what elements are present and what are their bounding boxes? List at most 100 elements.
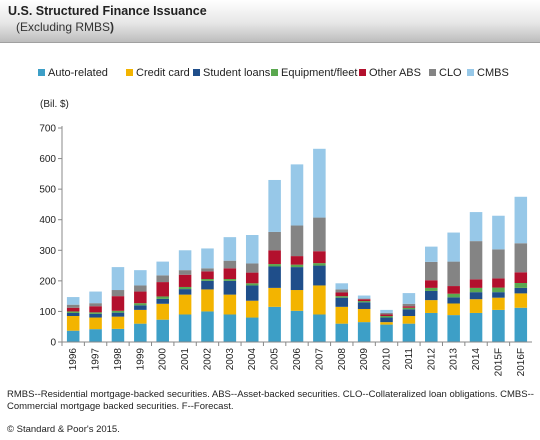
bar-segment: [380, 324, 393, 342]
bar-segment: [223, 279, 237, 281]
bar-segment: [447, 286, 460, 294]
bar-segment: [156, 303, 169, 320]
bar-segment: [201, 268, 214, 272]
bar-segment: [357, 308, 371, 323]
bar-segment: [514, 196, 528, 244]
bar-segment: [380, 314, 393, 317]
bar-segment: [425, 290, 438, 301]
bar-segment: [201, 271, 214, 280]
bar-segment: [402, 316, 416, 324]
bar-segment: [492, 287, 505, 293]
bar-segment: [178, 314, 192, 342]
bar-segment: [357, 302, 371, 309]
x-tick-label: 2010: [382, 348, 393, 371]
x-tick-label: 1998: [113, 348, 124, 371]
bar-segment: [447, 232, 460, 262]
bar-segment: [223, 294, 237, 315]
bar-segment: [201, 311, 214, 342]
x-tick-label: 2009: [359, 348, 370, 371]
bar-segment: [469, 299, 483, 313]
y-tick-label: 200: [39, 276, 56, 287]
bar-segment: [469, 241, 483, 280]
y-tick-label: 600: [39, 154, 56, 165]
bar-segment: [380, 322, 393, 325]
bar-segment: [111, 267, 125, 291]
bar-segment: [447, 297, 460, 304]
x-axis: 1996 1997 1998 1999 2000 2001 2002 2003 2004 2005…: [61, 341, 532, 376]
y-tick-label: 400: [39, 215, 56, 226]
bar-segment: [290, 264, 304, 268]
bar-segment: [156, 319, 169, 342]
x-tick-label: 1996: [68, 348, 79, 371]
bar-segment: [245, 300, 259, 318]
legend-label: Student loans: [203, 67, 271, 79]
bar-segment: [134, 303, 147, 306]
bar-segment: [514, 307, 528, 342]
bar-segment: [380, 312, 393, 315]
bar-segment: [313, 148, 326, 218]
copyright: © Standard & Poor's 2015.: [7, 424, 120, 435]
bar-segment: [335, 292, 349, 297]
bar-segment: [357, 295, 371, 299]
bar-segment: [357, 298, 371, 300]
legend-swatch: [126, 69, 133, 76]
bar-segment: [178, 294, 192, 315]
legend-swatch: [467, 69, 474, 76]
bar-segment: [313, 217, 326, 252]
bar-segment: [402, 323, 416, 342]
bar-segment: [156, 296, 169, 299]
x-tick-label: 2002: [202, 348, 213, 371]
bar-segment: [514, 243, 528, 273]
bar-segment: [89, 317, 102, 330]
bar-segment: [178, 289, 192, 295]
bar-segment: [66, 297, 80, 305]
bar-segment: [425, 280, 438, 288]
legend-swatch: [271, 69, 278, 76]
bar-segment: [447, 303, 460, 316]
y-axis: 0 100 200 300 400 500 600 700: [39, 124, 63, 349]
legend-swatch: [429, 69, 436, 76]
y-tick-label: 0: [50, 338, 56, 349]
bar-segment: [492, 278, 505, 288]
x-tick-label: 2005: [270, 348, 281, 371]
y-tick-label: 300: [39, 246, 56, 257]
legend-swatch: [193, 69, 200, 76]
bar-segment: [268, 306, 281, 342]
y-tick-label: 100: [39, 307, 56, 318]
bar-segment: [66, 307, 80, 312]
bar-segment: [178, 274, 192, 287]
bar-segment: [514, 282, 528, 288]
bar-segment: [469, 312, 483, 342]
x-tick-label: 2012: [426, 348, 437, 371]
bar-segment: [66, 304, 80, 308]
legend-label: Credit card: [136, 67, 190, 79]
bar-segment: [111, 312, 125, 317]
bar-segment: [223, 260, 237, 269]
bar-segment: [66, 312, 80, 317]
bar-segment: [335, 289, 349, 293]
x-tick-label: 2014: [471, 348, 482, 371]
x-tick-label: 2007: [314, 348, 325, 371]
bar-segment: [245, 283, 259, 286]
bar-segment: [514, 272, 528, 283]
bar-segment: [89, 291, 102, 304]
bar-segment: [134, 270, 147, 286]
bar-segment: [66, 316, 80, 331]
bar-segment: [223, 280, 237, 295]
stacked-bar-chart: Auto-related Credit card Student loans Equi…: [38, 67, 532, 376]
bar-segment: [89, 303, 102, 307]
bar-segment: [313, 314, 326, 342]
legend-label: CMBS: [477, 67, 509, 79]
x-tick-label: 2016F: [516, 348, 527, 376]
x-tick-label: 2001: [180, 348, 191, 371]
bar-segment: [380, 316, 393, 318]
bar-segment: [268, 231, 281, 251]
bar-segment: [469, 287, 483, 293]
bar-segment: [492, 249, 505, 279]
bar-segment: [178, 250, 192, 271]
bar-segment: [335, 283, 349, 290]
bar-segment: [111, 328, 125, 342]
y-axis-label: (Bil. $): [40, 99, 69, 110]
bar-segment: [245, 235, 259, 264]
bar-segment: [425, 246, 438, 262]
